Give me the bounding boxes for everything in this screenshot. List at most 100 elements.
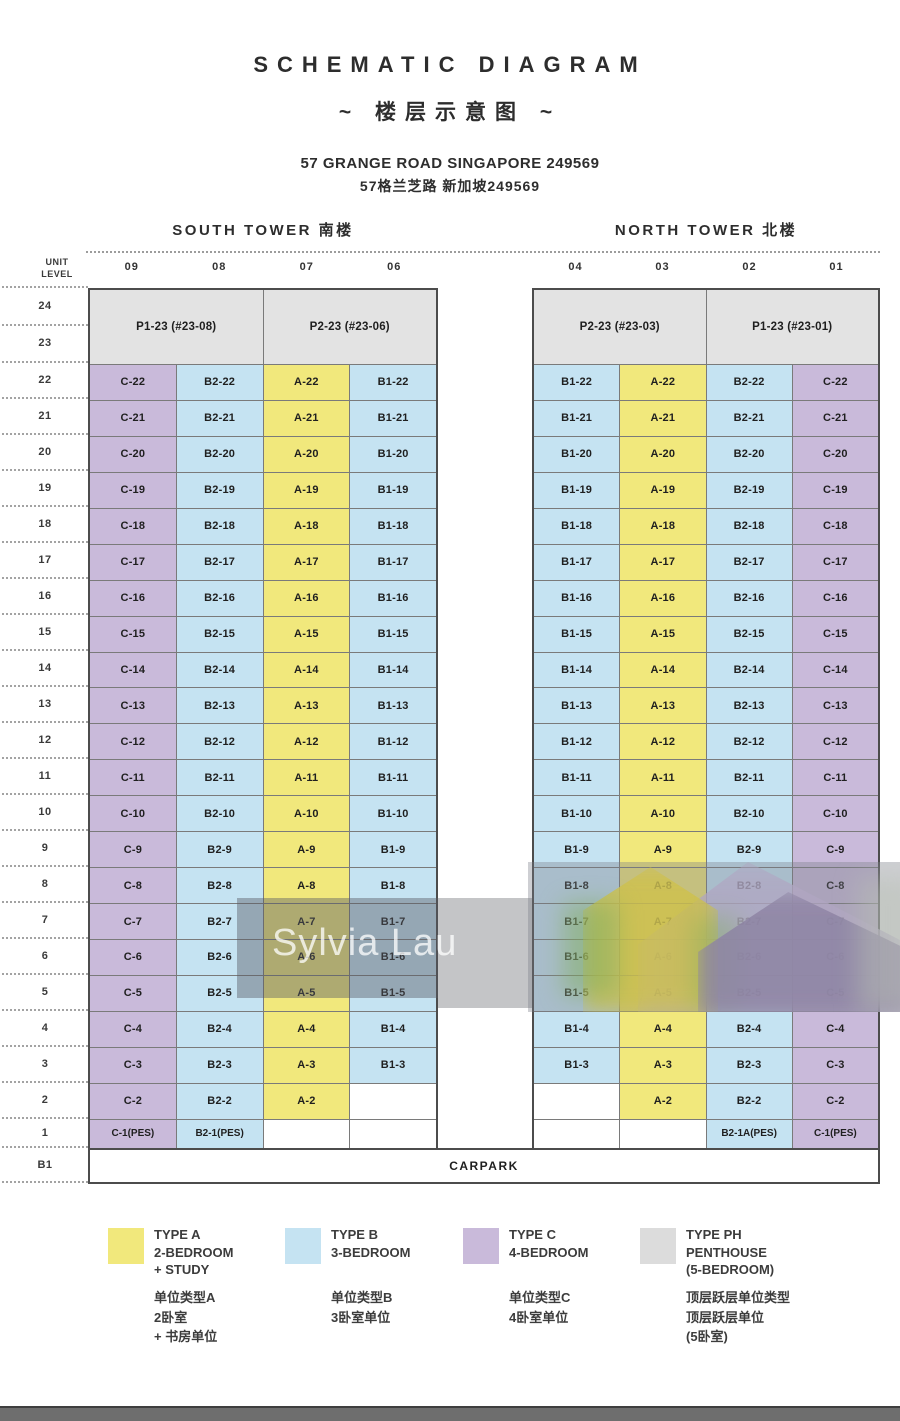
legend-line: 3卧室单位 <box>331 1309 391 1325</box>
unit-cell: B1-15 <box>534 616 620 652</box>
unit-cell: C-16 <box>90 580 176 616</box>
level-label: 24 <box>2 288 88 326</box>
empty-unit-cell <box>620 1119 706 1148</box>
empty-unit-cell <box>534 1083 620 1119</box>
header-divider-dotted <box>86 251 880 253</box>
unit-cell: B1-19 <box>534 472 620 508</box>
unit-cell: B1-8 <box>534 868 620 904</box>
carpark-cell: CARPARK <box>88 1148 880 1184</box>
unit-cell: C-17 <box>90 544 176 580</box>
unit-cell: B2-21 <box>176 400 263 436</box>
legend-line: 4-BEDROOM <box>509 1244 589 1260</box>
unit-cell: B2-22 <box>706 365 792 400</box>
unit-cell: B2-6 <box>176 940 263 975</box>
unit-cell: A-19 <box>620 472 706 508</box>
south-stack-numbers: 09 08 07 06 <box>88 261 438 279</box>
legend-line: + STUDY <box>154 1262 210 1277</box>
unit-cell: A-18 <box>263 508 350 544</box>
unit-cell: A-13 <box>263 688 350 724</box>
unit-cell: B2-11 <box>176 760 263 796</box>
unit-cell: B2-15 <box>706 616 792 652</box>
unit-cell: C-3 <box>90 1047 176 1083</box>
level-label: 21 <box>2 399 88 435</box>
unit-cell: C-15 <box>792 616 878 652</box>
level-label: 15 <box>2 615 88 651</box>
north-stack-numbers: 04 03 02 01 <box>532 261 880 279</box>
unit-cell: C-9 <box>90 832 176 868</box>
unit-cell: B2-22 <box>176 365 263 400</box>
legend-line: (5-BEDROOM) <box>686 1262 775 1277</box>
unit-cell: B2-20 <box>176 436 263 472</box>
unit-cell: B2-13 <box>706 688 792 724</box>
unit-cell: C-4 <box>792 1011 878 1047</box>
unit-cell: A-21 <box>263 400 350 436</box>
level-label: 6 <box>2 939 88 975</box>
gray-accent-shape <box>858 877 900 1012</box>
unit-cell: A-5 <box>263 975 350 1011</box>
watermark-signature: Sylvia Lau <box>272 922 458 964</box>
address-line-en: 57 GRANGE ROAD SINGAPORE 249569 <box>300 155 600 172</box>
legend-text-cn: 顶层跃层单位类型 顶层跃层单位 (5卧室) <box>686 1288 790 1347</box>
unit-cell: B2-11 <box>706 760 792 796</box>
unit-cell: B2-9 <box>706 832 792 868</box>
unit-cell: A-12 <box>620 724 706 760</box>
level-label: 13 <box>2 687 88 723</box>
stack-number: 01 <box>829 261 844 273</box>
unit-cell: B1-20 <box>350 436 436 472</box>
unit-cell: A-2 <box>620 1083 706 1119</box>
legend-line: TYPE PH <box>686 1227 742 1242</box>
unit-cell: B1-11 <box>534 760 620 796</box>
address-line-cn: 57格兰芝路 新加坡249569 <box>359 178 541 194</box>
north-tower-grid: P2-23 (#23-03) P1-23 (#23-01) B1-22 A-22 B2-… <box>532 288 880 1150</box>
unit-cell: B2-14 <box>706 652 792 688</box>
legend-color-swatch <box>108 1228 144 1264</box>
legend-color-swatch <box>463 1228 499 1264</box>
unit-cell: B1-3 <box>534 1047 620 1083</box>
unit-cell: B1-18 <box>350 508 436 544</box>
unit-cell: A-18 <box>620 508 706 544</box>
unit-cell: B1-11 <box>350 760 436 796</box>
level-label: 5 <box>2 975 88 1011</box>
unit-cell: B2-10 <box>176 796 263 832</box>
level-label: 17 <box>2 543 88 579</box>
level-label: 11 <box>2 759 88 795</box>
unit-cell: A-2 <box>263 1083 350 1119</box>
unit-cell: A-10 <box>620 796 706 832</box>
unit-cell: B1-9 <box>534 832 620 868</box>
legend-line: TYPE A <box>154 1227 201 1242</box>
unit-cell: B1-4 <box>534 1011 620 1047</box>
stack-number: 08 <box>212 261 227 273</box>
green-accent-shape <box>563 902 618 997</box>
unit-cell: A-8 <box>263 868 350 904</box>
unit-cell: B1-10 <box>350 796 436 832</box>
unit-cell: B2-18 <box>176 508 263 544</box>
unit-cell: B1-16 <box>534 580 620 616</box>
watermark-band <box>237 898 438 998</box>
unit-cell: B1-12 <box>534 724 620 760</box>
level-label: 22 <box>2 363 88 399</box>
level-label: 20 <box>2 435 88 471</box>
legend-text-en: TYPE C 4-BEDROOM <box>509 1226 588 1261</box>
level-label: 18 <box>2 507 88 543</box>
level-label: 12 <box>2 723 88 759</box>
unit-cell: C-20 <box>90 436 176 472</box>
legend-line: 单位类型C <box>509 1290 571 1305</box>
unit-level-line2: LEVEL <box>41 268 73 279</box>
unit-cell: C-5 <box>90 975 176 1011</box>
unit-cell: A-17 <box>263 544 350 580</box>
unit-cell: B1-13 <box>534 688 620 724</box>
unit-cell: B2-17 <box>176 544 263 580</box>
unit-cell: B1-5 <box>350 975 436 1011</box>
unit-cell: C-15 <box>90 616 176 652</box>
legend-line: + 书房单位 <box>154 1329 218 1344</box>
unit-cell: B2-1A(PES) <box>706 1119 792 1148</box>
level-label: 19 <box>2 471 88 507</box>
unit-cell: A-20 <box>620 436 706 472</box>
level-label: 4 <box>2 1011 88 1047</box>
unit-cell: C-3 <box>792 1047 878 1083</box>
unit-cell: B2-2 <box>706 1083 792 1119</box>
legend-line: PENTHOUSE <box>686 1244 767 1260</box>
legend-line: TYPE B <box>331 1227 378 1242</box>
penthouse-cell: P1-23 (#23-08) <box>90 290 263 364</box>
unit-cell: A-22 <box>620 365 706 400</box>
